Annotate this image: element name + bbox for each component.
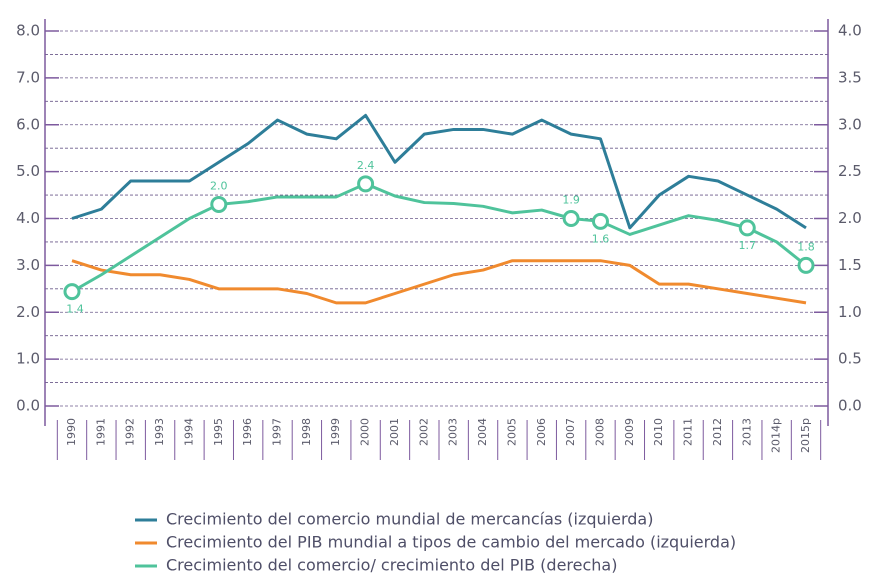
annotation: 1.6 (592, 232, 610, 245)
x-tick-label: 2006 (535, 418, 548, 446)
point-marker (210, 195, 228, 213)
legend-label: Crecimiento del PIB mundial a tipos de c… (166, 533, 736, 552)
x-tick-label: 1998 (300, 418, 313, 446)
point-marker (738, 219, 756, 237)
y2-tick-label: 2.0 (838, 209, 862, 227)
y2-tick-label: 1.0 (838, 303, 862, 321)
y-tick-label: 1.0 (16, 350, 40, 368)
series-line (71, 113, 807, 230)
legend-label: Crecimiento del comercio mundial de merc… (166, 510, 653, 529)
legend-label: Crecimiento del comercio/ crecimiento de… (166, 556, 617, 575)
y2-tick-label: 2.5 (838, 162, 862, 180)
x-tick-label: 2001 (388, 418, 401, 446)
x-tick-label: 1991 (94, 418, 107, 446)
point-marker (357, 175, 375, 193)
x-tick-label: 2008 (593, 418, 606, 446)
point-marker (562, 210, 580, 227)
x-tick-label: 1999 (329, 418, 342, 446)
x-tick-label: 2004 (476, 418, 489, 446)
y-tick-label: 8.0 (16, 22, 40, 40)
x-tick-label: 1997 (271, 418, 284, 446)
y-tick-label: 0.0 (16, 397, 40, 415)
x-tick-label: 2012 (711, 418, 724, 446)
x-tick-label: 1996 (241, 418, 254, 446)
x-tick-label: 2014p (770, 418, 783, 453)
x-tick-label: 2011 (682, 418, 695, 446)
y2-tick-label: 0.0 (838, 397, 862, 415)
x-tick-label: 2013 (740, 418, 753, 446)
y-tick-label: 2.0 (16, 303, 40, 321)
y2-tick-label: 3.0 (838, 115, 862, 133)
y2-tick-label: 3.5 (838, 68, 862, 86)
x-tick-label: 1993 (153, 418, 166, 446)
x-tick-label: 2009 (623, 418, 636, 446)
y-tick-label: 6.0 (16, 115, 40, 133)
y-tick-label: 7.0 (16, 68, 40, 86)
annotation: 1.9 (562, 194, 580, 207)
y-tick-label: 3.0 (16, 256, 40, 274)
annotation: 2.4 (357, 159, 375, 172)
point-marker (797, 256, 815, 274)
x-tick-label: 2015p (799, 418, 812, 453)
x-tick-label: 2007 (564, 418, 577, 446)
x-tick-label: 1992 (124, 418, 137, 446)
y-tick-label: 4.0 (16, 209, 40, 227)
x-tick-label: 2002 (417, 418, 430, 446)
annotation: 2.0 (210, 179, 228, 192)
y-tick-label: 5.0 (16, 162, 40, 180)
x-tick-label: 2005 (505, 418, 518, 446)
y2-tick-label: 4.0 (838, 22, 862, 40)
x-tick-label: 1990 (65, 418, 78, 446)
annotation: 1.8 (797, 240, 815, 253)
point-marker (591, 212, 609, 230)
x-tick-label: 1995 (212, 418, 225, 446)
series-line (71, 182, 807, 293)
x-tick-label: 2003 (447, 418, 460, 446)
x-tick-label: 2000 (359, 418, 372, 446)
series-line (71, 259, 807, 305)
point-marker (63, 283, 81, 301)
annotation: 1.4 (66, 303, 84, 316)
y2-tick-label: 1.5 (838, 256, 862, 274)
y2-tick-label: 0.5 (838, 350, 862, 368)
x-tick-label: 1994 (182, 418, 195, 446)
x-tick-label: 2010 (652, 418, 665, 446)
annotation: 1.7 (739, 239, 757, 252)
